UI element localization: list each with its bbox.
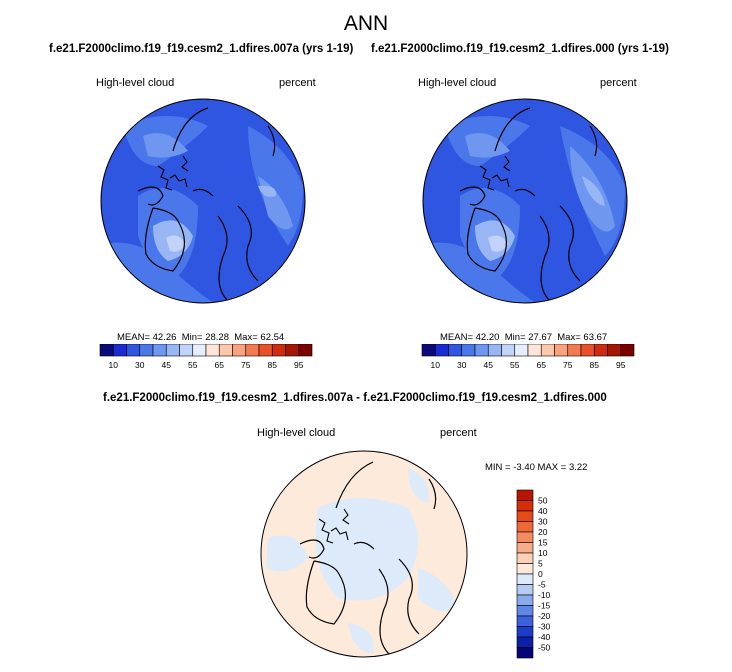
colorbar-cell [516,615,534,627]
colorbar-cell [298,344,313,357]
colorbar-cell [179,344,194,357]
colorbar-tick-label: -15 [538,601,551,611]
panel1-stats: MEAN= 42.26 Min= 28.28 Max= 62.54 [117,332,285,343]
colorbar-cell [258,344,273,357]
colorbar-cell [516,626,534,638]
colorbar-cell [516,531,534,543]
colorbar-cell [285,344,300,357]
colorbar-cell [516,573,534,585]
colorbar-tick-label: 85 [268,360,278,370]
colorbar-tick-label: 30 [457,360,467,370]
colorbar-tick-label: 5 [538,559,543,569]
diff-variable-label: High-level cloud [257,427,336,439]
colorbar-tick-label: 85 [590,360,600,370]
colorbar-tick-label: 65 [537,360,547,370]
colorbar-tick-label: -40 [538,632,551,642]
colorbar-cell [152,344,167,357]
colorbar-cell [567,344,582,357]
colorbar-cell [516,552,534,564]
colorbar-cell [474,344,489,357]
colorbar-cell [516,584,534,596]
colorbar-cell [593,344,608,357]
colorbar-cell [516,563,534,575]
diff-units-label: percent [440,427,477,439]
colorbar-tick-label: 75 [563,360,573,370]
diff-polar-map [260,450,468,658]
page-title: ANN [343,12,389,35]
colorbar-tick-label: 20 [538,527,548,537]
colorbar-cell [271,344,286,357]
colorbar-cell [620,344,635,357]
colorbar-cell [218,344,233,357]
colorbar-tick-label: 65 [215,360,225,370]
panel1-units-label: percent [279,77,316,89]
colorbar-tick-label: 30 [135,360,145,370]
colorbar-cell [99,344,114,357]
colorbar-tick-label: 50 [538,496,548,506]
colorbar-cell [245,344,260,357]
colorbar-tick-label: 10 [431,360,441,370]
panel1-colorbar: 10 30 45 55 65 75 85 95 [99,344,313,370]
colorbar-tick-label: -10 [538,590,551,600]
colorbar-cell [448,344,463,357]
panel1-polar-map [100,98,306,304]
colorbar-cell [516,636,534,648]
colorbar-cell [554,344,569,357]
colorbar-cell [516,510,534,522]
colorbar-cell [516,500,534,512]
colorbar-cell [421,344,436,357]
colorbar-tick-label: -20 [538,611,551,621]
colorbar-tick-label: 95 [294,360,304,370]
colorbar-tick-label: -5 [538,580,546,590]
colorbar-cell [607,344,622,357]
colorbar-cell [205,344,220,357]
panel2-variable-label: High-level cloud [418,77,497,89]
panel1-variable-label: High-level cloud [96,77,175,89]
panel2-polar-map [422,98,628,304]
colorbar-cell [192,344,207,357]
colorbar-cell [112,344,127,357]
colorbar-cell [232,344,247,357]
colorbar-cell [516,542,534,554]
colorbar-cell [514,344,529,357]
colorbar-cell [139,344,154,357]
colorbar-cell [516,594,534,606]
colorbar-tick-label: 40 [538,506,548,516]
colorbar-tick-label: 55 [510,360,520,370]
panel1-subtitle: f.e21.F2000climo.f19_f19.cesm2_1.dfires.… [49,43,354,55]
colorbar-cell [516,521,534,533]
colorbar-tick-label: 55 [188,360,198,370]
colorbar-cell [516,647,534,659]
colorbar-cell [540,344,555,357]
colorbar-cell [487,344,502,357]
colorbar-tick-label: 0 [538,569,543,579]
colorbar-cell [516,489,534,501]
colorbar-cell [501,344,516,357]
colorbar-cell [516,605,534,617]
diff-subtitle: f.e21.F2000climo.f19_f19.cesm2_1.dfires.… [103,392,607,404]
colorbar-tick-label: 45 [162,360,172,370]
colorbar-tick-label: 45 [484,360,494,370]
diff-minmax: MIN = -3.40 MAX = 3.22 [485,462,588,473]
colorbar-cell [165,344,180,357]
colorbar-cell [126,344,141,357]
panel2-units-label: percent [600,77,637,89]
colorbar-cell [434,344,449,357]
colorbar-tick-label: 10 [538,548,548,558]
panel2-colorbar: 10 30 45 55 65 75 85 95 [421,344,635,370]
colorbar-tick-label: -50 [538,643,551,653]
colorbar-tick-label: 30 [538,517,548,527]
colorbar-cell [527,344,542,357]
colorbar-cell [461,344,476,357]
colorbar-tick-label: 75 [241,360,251,370]
colorbar-cell [580,344,595,357]
colorbar-tick-label: 10 [109,360,119,370]
colorbar-tick-label: -30 [538,622,551,632]
colorbar-tick-label: 15 [538,538,548,548]
colorbar-tick-label: 95 [616,360,626,370]
panel2-subtitle: f.e21.F2000climo.f19_f19.cesm2_1.dfires.… [371,43,669,55]
panel2-stats: MEAN= 42.20 Min= 27.67 Max= 63.67 [440,332,608,343]
